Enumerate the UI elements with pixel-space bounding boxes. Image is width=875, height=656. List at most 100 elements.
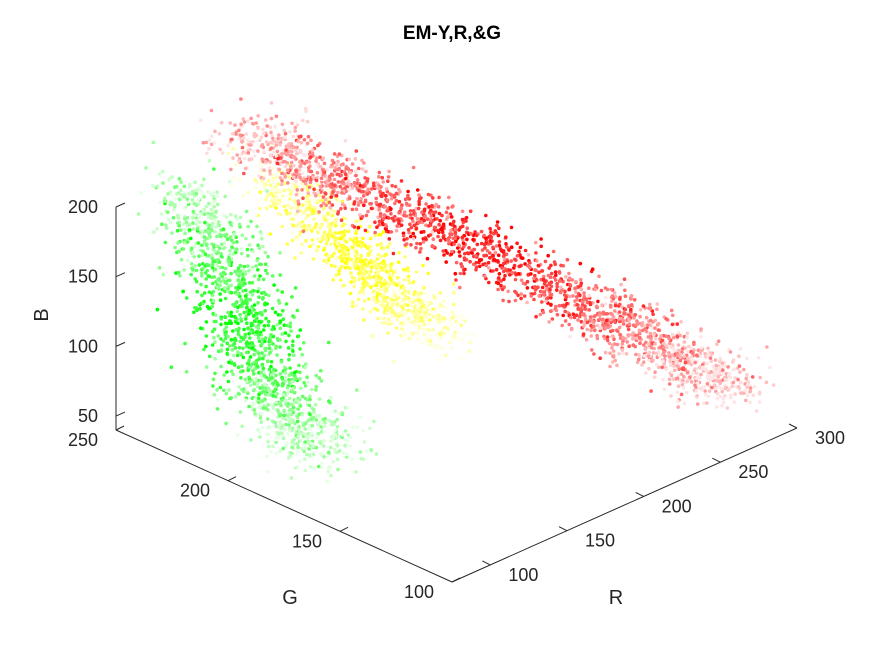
scatter-point xyxy=(297,160,302,164)
scatter-point xyxy=(449,317,453,322)
scatter-point xyxy=(451,236,456,241)
scatter-point xyxy=(228,235,233,239)
scatter-point xyxy=(196,245,201,250)
scatter-point xyxy=(358,240,363,244)
scatter-point xyxy=(191,221,195,225)
scatter-point xyxy=(567,322,571,327)
scatter-point xyxy=(715,391,720,396)
scatter-point xyxy=(428,218,433,222)
scatter-point xyxy=(306,191,311,195)
scatter-point xyxy=(325,218,329,223)
scatter-point xyxy=(294,148,298,153)
scatter-point xyxy=(324,242,329,246)
scatter-point xyxy=(579,277,583,282)
scatter-point xyxy=(537,294,542,298)
scatter-point xyxy=(640,363,644,367)
scatter-point xyxy=(534,251,538,255)
scatter-point xyxy=(244,314,249,318)
scatter-point xyxy=(136,212,141,216)
scatter-point xyxy=(501,298,505,303)
scatter-point xyxy=(257,354,262,359)
scatter-point xyxy=(234,132,238,136)
scatter-point xyxy=(376,316,380,321)
scatter-point xyxy=(308,155,313,159)
scatter-point xyxy=(390,183,395,188)
scatter-point xyxy=(267,319,271,324)
scatter-point xyxy=(425,317,430,321)
scatter-point xyxy=(222,286,227,290)
scatter-point xyxy=(272,204,277,208)
scatter-point xyxy=(714,363,718,368)
scatter-point xyxy=(271,324,276,329)
scatter-point xyxy=(367,297,371,301)
scatter-point xyxy=(563,289,567,294)
scatter-point xyxy=(207,215,211,220)
scatter-point xyxy=(212,335,216,340)
scatter-point xyxy=(585,327,590,332)
scatter-point xyxy=(293,256,297,260)
scatter-point xyxy=(583,304,587,309)
scatter-point xyxy=(731,367,736,372)
scatter-point xyxy=(660,338,665,343)
scatter-point xyxy=(332,447,337,452)
scatter-point xyxy=(274,195,279,200)
scatter-point xyxy=(267,165,271,170)
scatter-point xyxy=(683,360,688,365)
scatter-point xyxy=(326,466,331,470)
scatter-point xyxy=(281,317,286,322)
scatter-point xyxy=(279,182,284,187)
scatter-point xyxy=(487,266,491,270)
scatter-point xyxy=(265,302,270,306)
scatter-point xyxy=(326,181,330,185)
scatter-point xyxy=(310,423,315,428)
scatter-point xyxy=(421,240,426,244)
scatter-point xyxy=(647,366,651,371)
scatter-point xyxy=(271,178,276,182)
scatter-point xyxy=(235,292,239,296)
scatter-point xyxy=(229,212,233,217)
scatter-point xyxy=(336,159,340,164)
scatter-point xyxy=(472,247,477,252)
scatter-point xyxy=(300,220,305,224)
scatter-point xyxy=(184,220,189,225)
scatter-point xyxy=(247,269,251,273)
scatter-point xyxy=(254,121,258,125)
scatter-point xyxy=(406,189,410,194)
scatter-point xyxy=(595,336,600,341)
scatter-point xyxy=(567,271,571,276)
scatter-point xyxy=(442,331,447,336)
scatter-point xyxy=(243,294,248,298)
scatter-point xyxy=(333,409,338,414)
scatter-point xyxy=(334,273,339,278)
scatter-point xyxy=(677,367,681,372)
scatter-point xyxy=(240,301,245,306)
scatter-point xyxy=(579,320,584,324)
scatter-point xyxy=(661,341,666,345)
scatter-point xyxy=(433,210,438,214)
scatter-point xyxy=(375,181,379,185)
scatter-point xyxy=(395,317,400,322)
scatter-point xyxy=(626,317,631,322)
scatter-point xyxy=(402,338,407,342)
scatter-point xyxy=(139,190,143,195)
scatter-point xyxy=(216,334,221,338)
scatter-point xyxy=(294,168,298,173)
scatter-point xyxy=(343,245,347,249)
scatter-point xyxy=(669,373,674,378)
scatter-point xyxy=(283,164,288,169)
scatter-point xyxy=(738,370,742,374)
scatter-point xyxy=(297,425,301,429)
b-axis-tick-mark xyxy=(115,202,126,208)
scatter-point xyxy=(393,201,397,206)
scatter-point xyxy=(701,386,705,391)
scatter-point xyxy=(251,402,256,406)
scatter-point xyxy=(209,228,214,232)
scatter-point xyxy=(325,479,330,484)
scatter-point xyxy=(325,168,330,172)
scatter-point xyxy=(319,176,324,181)
scatter-point xyxy=(494,244,499,248)
scatter-point xyxy=(271,342,275,346)
scatter-point xyxy=(454,234,458,238)
scatter-point xyxy=(377,223,381,227)
scatter-point xyxy=(278,313,283,317)
